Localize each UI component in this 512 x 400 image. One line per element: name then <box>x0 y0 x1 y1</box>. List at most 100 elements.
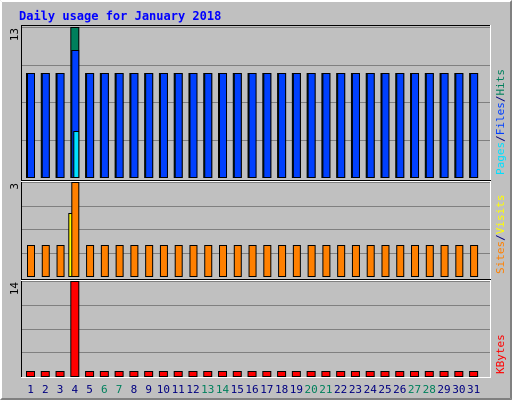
bar-sites <box>189 245 198 277</box>
bar-sites <box>248 245 257 277</box>
x-tick-label: 12 <box>186 383 199 396</box>
legend-entry: Hits <box>494 69 507 96</box>
bar-kbytes <box>439 371 449 377</box>
x-tick-label: 5 <box>86 383 93 396</box>
panel-visits-sites: 3 Sites/Visits <box>8 182 507 281</box>
chart-title: Daily usage for January 2018 <box>19 9 221 23</box>
bar-sites <box>337 245 346 277</box>
bar-sites <box>159 245 168 277</box>
legend-entry: Visits <box>494 195 507 235</box>
x-tick-label: 1 <box>27 383 34 396</box>
bar-sites <box>219 245 228 277</box>
bar-sites <box>263 245 272 277</box>
bar-files <box>189 73 198 178</box>
bar-sites <box>381 245 390 277</box>
x-tick-label: 18 <box>275 383 288 396</box>
bar-kbytes <box>321 371 331 377</box>
bar-kbytes <box>424 371 434 377</box>
bar-sites <box>278 245 287 277</box>
x-tick-label: 13 <box>201 383 214 396</box>
bar-kbytes <box>395 371 405 377</box>
bar-sites <box>71 182 80 277</box>
x-tick-label: 16 <box>245 383 258 396</box>
bar-files <box>455 73 464 178</box>
bar-kbytes <box>277 371 287 377</box>
bar-files <box>440 73 449 178</box>
x-tick-label: 3 <box>57 383 64 396</box>
bar-sites <box>440 245 449 277</box>
bar-sites <box>27 245 35 277</box>
bar-sites <box>100 245 109 277</box>
bar-files <box>366 73 375 178</box>
bar-kbytes <box>158 371 168 377</box>
bar-kbytes <box>336 371 346 377</box>
bar-kbytes <box>188 371 198 377</box>
bar-files <box>470 73 479 178</box>
bar-sites <box>145 245 154 277</box>
legend-entry: Sites <box>494 241 507 274</box>
x-axis-labels: 1 2 3 4 5 6 7 8 9 10 11 12 13 14 15 16 17 18 19 20 21 22 23 24 2… <box>27 383 480 396</box>
x-tick-label: 6 <box>101 383 108 396</box>
bar-files <box>100 73 109 178</box>
legend-entry: / <box>494 135 507 142</box>
x-tick-label: 17 <box>260 383 273 396</box>
bar-kbytes <box>365 371 375 377</box>
bar-files <box>174 73 183 178</box>
bar-kbytes <box>144 371 154 377</box>
bar-kbytes <box>469 371 479 377</box>
bar-files <box>337 73 346 178</box>
bar-files <box>130 73 139 178</box>
x-tick-label: 8 <box>131 383 138 396</box>
bar-sites <box>396 245 405 277</box>
x-tick-label: 31 <box>467 383 480 396</box>
bar-files <box>41 73 50 178</box>
bar-kbytes <box>262 371 272 377</box>
bar-kbytes <box>40 371 50 377</box>
bar-sites <box>41 245 50 277</box>
x-tick-label: 19 <box>290 383 303 396</box>
x-tick-label: 7 <box>116 383 123 396</box>
bar-kbytes <box>306 371 316 377</box>
bar-sites <box>322 245 331 277</box>
bar-files <box>263 73 272 178</box>
x-tick-label: 20 <box>305 383 318 396</box>
x-tick-label: 11 <box>172 383 185 396</box>
bar-kbytes <box>350 371 360 377</box>
panel-legend: Pages/Files/Hits <box>494 69 507 175</box>
x-tick-label: 25 <box>378 383 391 396</box>
bar-sites <box>174 245 183 277</box>
x-tick-label: 2 <box>42 383 49 396</box>
bar-kbytes <box>454 371 464 377</box>
x-tick-label: 28 <box>423 383 436 396</box>
bar-kbytes <box>203 371 213 377</box>
bar-sites <box>204 245 213 277</box>
bar-sites <box>411 245 420 277</box>
bar-sites <box>351 245 360 277</box>
x-tick-label: 23 <box>349 383 362 396</box>
legend-entry: Pages <box>494 142 507 175</box>
bar-sites <box>292 245 301 277</box>
bar-pages <box>73 131 80 178</box>
bar-sites <box>130 245 139 277</box>
bar-kbytes <box>55 371 65 377</box>
bar-files <box>56 73 65 178</box>
bar-files <box>322 73 331 178</box>
bar-sites <box>425 245 434 277</box>
bar-kbytes <box>232 371 242 377</box>
panel-legend: Sites/Visits <box>494 195 507 275</box>
bar-kbytes <box>114 371 124 377</box>
panel-kbytes: 14 KBytes <box>8 281 507 377</box>
bar-files <box>351 73 360 178</box>
bar-kbytes <box>70 281 80 377</box>
bar-kbytes <box>291 371 301 377</box>
bar-files <box>219 73 228 178</box>
bar-kbytes <box>218 371 228 377</box>
bar-files <box>86 73 95 178</box>
legend-entry: Files <box>494 102 507 135</box>
bar-files <box>278 73 287 178</box>
x-tick-label: 21 <box>319 383 332 396</box>
bar-files <box>159 73 168 178</box>
